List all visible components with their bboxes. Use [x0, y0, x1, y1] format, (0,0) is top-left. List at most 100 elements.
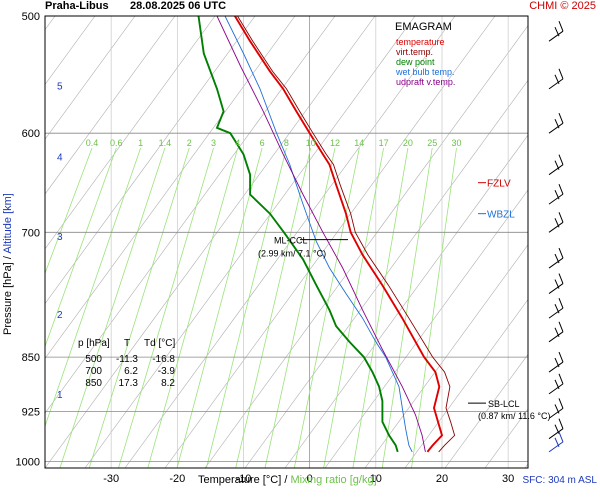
wind-barb-flag — [554, 74, 560, 85]
dry-adiabat-line — [204, 25, 528, 468]
table-cell: 700 — [85, 366, 102, 377]
series-line-wet-bulb-temp- — [224, 16, 413, 453]
wind-barb-flag — [554, 327, 560, 338]
wind-barb — [548, 398, 564, 419]
mixing-ratio-label: 14 — [354, 138, 364, 148]
wind-barb-flag — [558, 247, 564, 259]
dry-adiabat-line — [244, 79, 528, 468]
mixing-ratio-label: 6 — [260, 138, 265, 148]
legend-item: temperature — [396, 37, 445, 47]
dry-adiabat-line — [84, 16, 416, 468]
dry-adiabat-line — [45, 16, 96, 85]
wind-barb-staff — [548, 441, 564, 453]
dry-adiabat-line — [164, 16, 496, 468]
mixing-ratio-label: 10 — [306, 138, 316, 148]
legend-item: dew point — [396, 57, 435, 67]
wind-barb-staff — [548, 122, 564, 134]
wind-barb — [548, 113, 564, 134]
table-cell: -16.8 — [152, 354, 175, 365]
mixing-ratio-line — [59, 147, 166, 468]
wind-barb-staff — [548, 193, 564, 205]
altitude-tick-label: 2 — [57, 310, 63, 321]
y-axis-label: Pressure [hPa] — [2, 262, 14, 335]
wind-barb — [548, 321, 564, 343]
dry-adiabat-line — [45, 16, 216, 250]
wind-barb-flag — [554, 27, 560, 37]
x-axis-title: Temperature [°C] / Mixing ratio [g/kg] — [198, 474, 377, 486]
wind-barb-flag — [558, 321, 564, 333]
y-axis-separator: / — [2, 254, 14, 263]
wind-barb-flag — [558, 431, 564, 443]
wind-barb-staff — [548, 78, 564, 90]
wind-barb-staff — [548, 361, 564, 373]
wind-barb-staff — [548, 164, 564, 176]
temperature-tick-label: 0 — [307, 473, 313, 485]
wind-barb-flag — [558, 21, 564, 32]
dry-adiabat-line — [284, 134, 528, 468]
credit-text: CHMI © 2025 — [529, 0, 596, 12]
table-cell: 850 — [85, 378, 102, 389]
wind-barb-flag — [554, 379, 560, 390]
x-axis-label: Temperature [°C] — [198, 474, 281, 486]
mixing-ratio-line — [264, 147, 336, 468]
mixing-ratio-line — [45, 147, 141, 428]
mixing-ratio-label: 20 — [403, 138, 413, 148]
legend-item: virt.temp. — [396, 47, 433, 57]
sb-lcl-label: SB-LCL — [488, 399, 520, 409]
y-axis-label-secondary: Altitude [km] — [2, 193, 14, 254]
mixing-ratio-line — [45, 147, 93, 275]
mixing-ratio-label: 25 — [427, 138, 437, 148]
mixing-ratio-line — [411, 147, 457, 468]
plot-frame — [44, 15, 529, 469]
dry-adiabat-line — [45, 16, 376, 468]
table-cell: 500 — [85, 354, 102, 365]
legend-title: EMAGRAM — [395, 21, 452, 33]
mixing-ratio-line — [88, 147, 190, 468]
table-header: T — [124, 338, 130, 349]
mixing-ratio-line — [293, 147, 360, 468]
table-cell: -3.9 — [158, 366, 176, 377]
station-name: Praha-Libus — [45, 0, 109, 12]
wind-barb — [548, 68, 564, 90]
wind-barb-flag — [558, 212, 564, 223]
dry-adiabat-line — [404, 299, 528, 468]
wind-barb-flag — [554, 279, 560, 289]
wind-barb-flag — [554, 253, 560, 264]
altitude-tick-label: 5 — [57, 81, 63, 92]
wind-barb-staff — [548, 428, 564, 440]
wind-barb — [548, 431, 564, 453]
mixing-ratio-line — [381, 147, 433, 468]
series-line-virt-temp- — [237, 16, 456, 453]
dry-adiabat-line — [444, 353, 528, 468]
altitude-tick-label: 1 — [57, 390, 63, 401]
table-cell: -11.3 — [116, 354, 138, 365]
temperature-tick-label: 30 — [502, 473, 514, 485]
wind-barb — [548, 373, 564, 395]
mixing-ratio-label: 1.4 — [159, 138, 172, 148]
mixing-ratio-label: 4 — [235, 138, 240, 148]
dry-adiabat-line — [45, 16, 256, 305]
mixing-ratio-label: 3 — [211, 138, 216, 148]
dry-adiabat-line — [45, 16, 336, 414]
mixing-ratio-line — [235, 147, 312, 468]
sounding-table: p [hPa] T Td [°C] 500 -11.3 -16.8 700 6.2 -3.9 85… — [78, 338, 175, 389]
surface-elevation-label: SFC: 304 m ASL — [523, 475, 598, 486]
wind-barb-flag — [558, 297, 564, 309]
mixing-ratio-label: 2 — [187, 138, 192, 148]
wind-barb-flag — [558, 273, 564, 284]
mixing-ratio-line — [147, 147, 239, 468]
temperature-tick-label: -20 — [169, 473, 185, 485]
pressure-tick-label: 500 — [22, 11, 40, 23]
wind-barb-flag — [554, 189, 560, 200]
legend-item: udpraft v.temp. — [396, 77, 455, 87]
temperature-tick-label: 10 — [370, 473, 382, 485]
sb-lcl-value: (0.87 km/ 11.6 °C) — [478, 411, 550, 421]
wind-barb-flag — [554, 437, 560, 448]
mixing-ratio-label: 8 — [284, 138, 289, 148]
table-header: Td [°C] — [144, 338, 175, 349]
wind-barb-flag — [558, 183, 564, 195]
mixing-ratio-line — [352, 147, 409, 468]
mixing-ratio-line — [176, 147, 263, 468]
